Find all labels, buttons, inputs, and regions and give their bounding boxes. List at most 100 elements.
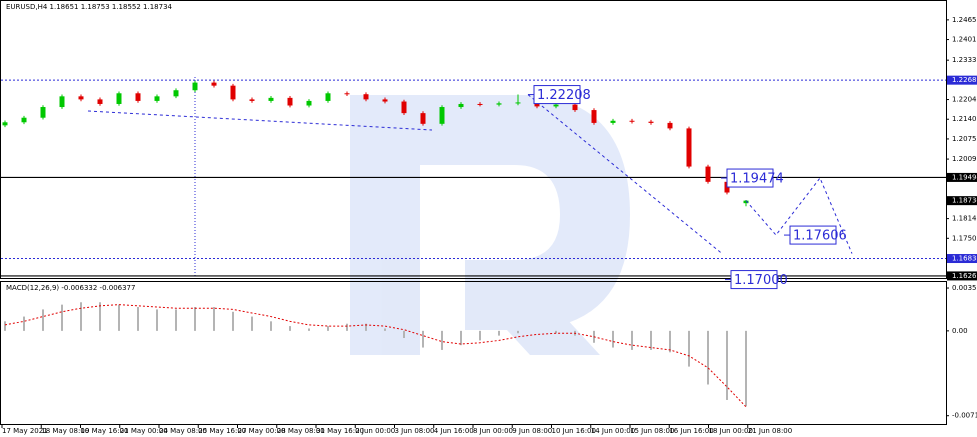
candle-body xyxy=(705,166,711,182)
candle-body xyxy=(306,100,312,106)
box-frame xyxy=(789,225,837,245)
box-label: 1.19474 xyxy=(730,172,784,187)
level-label-bg xyxy=(947,172,977,182)
x-tick-label: 28 May 08:00 xyxy=(277,427,325,435)
macd-panel-frame xyxy=(0,281,947,425)
candle-body xyxy=(325,93,331,101)
candle-body xyxy=(249,99,255,101)
y-tick-label: 1.21400 xyxy=(952,115,977,123)
box-frame xyxy=(730,270,778,290)
candle-body xyxy=(173,90,179,97)
macd-y-tick-label: 0.00 xyxy=(952,327,968,335)
chart-title: EURUSD,H4 1.18651 1.18753 1.18552 1.1873… xyxy=(6,3,173,11)
x-tick-label: 15 Jun 08:00 xyxy=(630,427,674,435)
macd-signal xyxy=(4,304,747,408)
watermark xyxy=(350,95,630,355)
box-label: 1.17606 xyxy=(793,229,847,244)
x-tick-label: 21 Jun 08:00 xyxy=(748,427,792,435)
y-tick-label: 1.22045 xyxy=(952,96,977,104)
x-tick-label: 8 Jun 00:00 xyxy=(473,427,513,435)
candle-body xyxy=(287,97,293,106)
candle-body xyxy=(135,93,141,101)
x-tick-label: 14 Jun 00:00 xyxy=(591,427,635,435)
x-tick-label: 2 Jun 00:00 xyxy=(355,427,395,435)
x-tick-label: 21 May 00:00 xyxy=(120,427,168,435)
candle-body xyxy=(40,107,46,118)
candle-body xyxy=(2,122,8,126)
level-label-bg xyxy=(947,75,977,85)
x-tick-label: 27 May 00:00 xyxy=(238,427,286,435)
candle-body xyxy=(591,110,597,123)
candle-body xyxy=(382,99,388,102)
candle-body xyxy=(515,102,521,104)
box-label: 1.22208 xyxy=(537,88,591,103)
candle-body xyxy=(192,82,198,91)
y-tick-label: 1.24010 xyxy=(952,36,977,44)
x-tick-label: 16 Jun 16:00 xyxy=(669,427,713,435)
x-tick-label: 31 May 16:00 xyxy=(316,427,364,435)
x-tick-label: 9 Jun 08:00 xyxy=(512,427,552,435)
y-tick-label: 1.24655 xyxy=(952,16,977,24)
x-tick-label: 18 Jun 00:00 xyxy=(709,427,753,435)
x-tick-label: 17 May 2021 xyxy=(2,427,48,435)
x-tick-label: 19 May 16:00 xyxy=(81,427,129,435)
candle-body xyxy=(610,120,616,123)
forecast-box: 1.17000 xyxy=(725,270,788,290)
candle-body xyxy=(572,104,578,111)
level-label: 1.16838 xyxy=(952,255,977,263)
forecast-box: 1.22208 xyxy=(528,85,591,105)
y-tick-label: 1.17500 xyxy=(952,234,977,242)
forecast-path xyxy=(745,177,853,254)
y-tick-label: 1.23335 xyxy=(952,56,977,64)
level-label: 1.16268 xyxy=(952,272,977,280)
candle-body xyxy=(154,96,160,101)
candle-body xyxy=(534,102,540,107)
level-label: 1.22680 xyxy=(952,76,977,84)
macd-y-tick-label: -0.00712 xyxy=(952,412,977,420)
x-tick-label: 24 May 08:00 xyxy=(159,427,207,435)
candle-body xyxy=(743,200,749,204)
level-label-bg xyxy=(947,254,977,264)
candle-body xyxy=(648,121,654,123)
x-tick-label: 25 May 16:00 xyxy=(198,427,246,435)
candle-body xyxy=(458,103,464,108)
candle-body xyxy=(629,120,635,122)
x-tick-label: 18 May 08:00 xyxy=(41,427,89,435)
candle-body xyxy=(344,93,350,95)
candle-body xyxy=(363,94,369,100)
y-tick-label: 1.20095 xyxy=(952,155,977,163)
candle-body xyxy=(667,122,673,129)
candle-body xyxy=(401,101,407,114)
forecast-box: 1.19474 xyxy=(721,168,784,188)
box-frame xyxy=(533,85,581,105)
level-label: 1.19494 xyxy=(952,173,977,181)
candle-body xyxy=(439,107,445,124)
box-frame xyxy=(726,168,774,188)
price-panel-frame xyxy=(0,0,947,279)
current-price-bg xyxy=(947,196,977,206)
x-tick-label: 10 Jun 16:00 xyxy=(552,427,596,435)
y-tick-label: 1.20755 xyxy=(952,135,977,143)
candle-body xyxy=(477,103,483,105)
candle-body xyxy=(496,103,502,105)
candle-body xyxy=(268,97,274,101)
box-label: 1.17000 xyxy=(734,273,788,288)
macd-title: MACD(12,26,9) -0.006332 -0.006377 xyxy=(6,284,135,292)
candle-body xyxy=(420,113,426,124)
candle-body xyxy=(59,96,65,108)
candle-body xyxy=(78,96,84,100)
candle-body xyxy=(21,117,27,123)
current-price-label: 1.18734 xyxy=(952,197,977,205)
level-label-bg xyxy=(947,271,977,281)
candle-body xyxy=(230,85,236,100)
candle-body xyxy=(553,104,559,107)
candle-body xyxy=(686,128,692,167)
candle-body xyxy=(116,93,122,104)
forecast-box: 1.17606 xyxy=(784,225,847,245)
candle-body xyxy=(97,99,103,104)
macd-y-tick-label: 0.003594 xyxy=(952,284,977,292)
y-tick-label: 1.18145 xyxy=(952,215,977,223)
x-tick-label: 3 Jun 08:00 xyxy=(395,427,435,435)
